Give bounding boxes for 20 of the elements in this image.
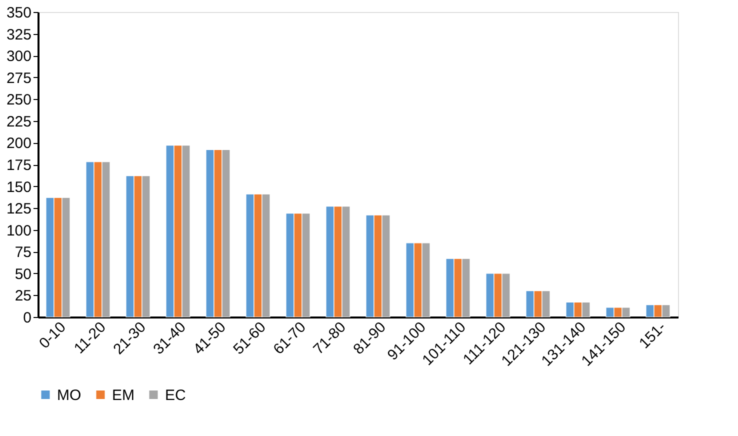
y-tick-label: 350 <box>6 4 32 22</box>
y-tick-label: 75 <box>14 244 32 262</box>
y-tick-label: 150 <box>6 178 32 196</box>
y-tick-label: 275 <box>6 70 32 87</box>
legend-label: EM <box>112 386 134 404</box>
x-tick-label: 0-10 <box>36 318 70 352</box>
y-tick-label: 50 <box>14 266 32 283</box>
y-tick-label: 300 <box>6 48 32 66</box>
y-tick-label: 25 <box>14 288 32 305</box>
y-tick-label: 100 <box>6 222 32 240</box>
legend-label: MO <box>57 386 82 404</box>
y-tick-label: 225 <box>6 113 32 130</box>
y-tick-label: 200 <box>6 135 32 152</box>
y-tick-label: 325 <box>6 26 32 44</box>
y-tick-label: 0 <box>23 310 32 326</box>
x-tick-label: 151- <box>636 318 670 352</box>
legend-label: EC <box>165 386 186 404</box>
y-tick-label: 125 <box>6 200 32 218</box>
y-tick-label: 175 <box>6 157 32 174</box>
y-tick-label: 250 <box>6 92 32 109</box>
